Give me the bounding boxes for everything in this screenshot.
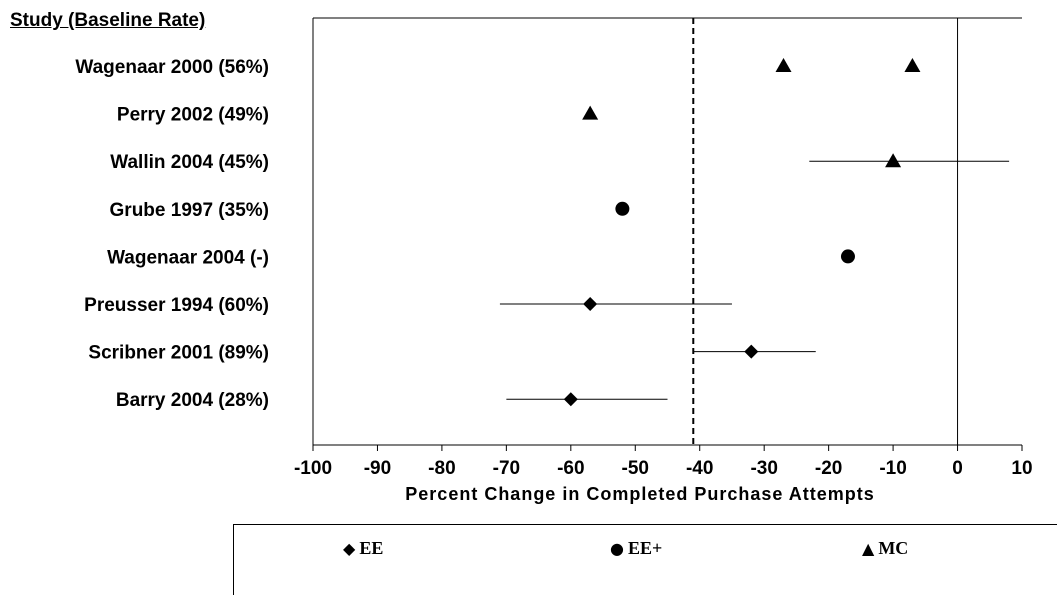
x-tick-label: -100: [294, 458, 332, 479]
study-label: Barry 2004 (28%): [116, 390, 269, 411]
mc-point: [885, 153, 902, 168]
legend-item-ee: ◆ EE: [343, 538, 383, 559]
mc-point: [775, 58, 792, 72]
legend-item-mc: ▲ MC: [862, 538, 908, 559]
diamond-icon: ◆: [343, 539, 356, 558]
x-tick-label: -80: [428, 458, 455, 479]
study-label: Wagenaar 2004 (-): [107, 247, 269, 268]
x-tick-label: -70: [493, 458, 520, 479]
study-label: Preusser 1994 (60%): [84, 295, 269, 316]
study-column-header: Study (Baseline Rate): [10, 10, 206, 31]
study-label: Scribner 2001 (89%): [88, 343, 269, 364]
legend-label-mc: MC: [878, 538, 909, 558]
x-tick-label: 0: [952, 458, 963, 479]
study-label: Perry 2002 (49%): [117, 105, 269, 126]
circle-icon: ●: [610, 539, 624, 558]
x-axis-label: Percent Change in Completed Purchase Att…: [405, 484, 874, 504]
x-tick-label: 10: [1011, 458, 1032, 479]
x-tick-label: -50: [622, 458, 649, 479]
study-label: Wallin 2004 (45%): [110, 152, 269, 173]
ee-plus-point: [840, 249, 855, 264]
study-label: Wagenaar 2000 (56%): [75, 57, 269, 78]
legend-item-ee-plus: ● EE+: [610, 538, 662, 559]
ee-point: [583, 297, 598, 311]
x-tick-label: -10: [879, 458, 906, 479]
legend-label-ee-plus: EE+: [627, 538, 663, 558]
study-label: Grube 1997 (35%): [110, 200, 269, 221]
x-tick-label: -60: [557, 458, 584, 479]
x-tick-label: -20: [815, 458, 842, 479]
legend: [233, 524, 1057, 595]
x-tick-label: -40: [686, 458, 713, 479]
ee-point: [563, 392, 578, 407]
mc-point: [904, 58, 921, 72]
mc-point: [582, 105, 599, 120]
ee-plus-point: [615, 201, 630, 216]
x-tick-label: -30: [750, 458, 777, 479]
ee-point: [744, 344, 759, 359]
legend-label-ee: EE: [359, 538, 384, 558]
triangle-icon: ▲: [862, 539, 875, 558]
x-tick-label: -90: [364, 458, 391, 479]
